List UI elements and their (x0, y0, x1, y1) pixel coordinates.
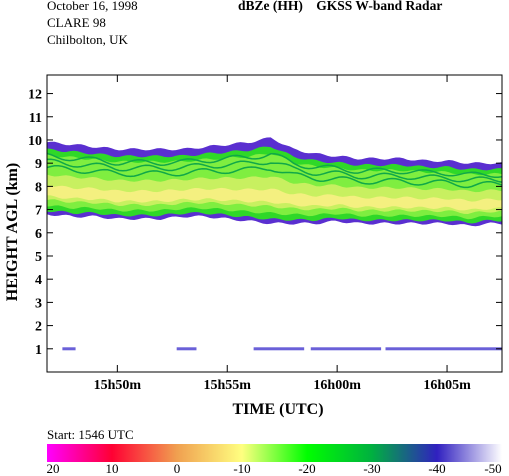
colorbar-ticks: 20 10 0 -10 -20 -30 -40 -50 (0, 462, 509, 476)
echo-streak (47, 164, 502, 189)
colorbar (47, 444, 502, 462)
low-echo-segment (176, 347, 197, 351)
x-axis-label: TIME (UTC) (232, 401, 323, 418)
cloud-echo (47, 137, 502, 227)
y-tick-label: 2 (35, 320, 42, 335)
low-echo-segment (253, 347, 305, 351)
echo-streak (47, 158, 502, 183)
x-axis: 15h50m 15h55m 16h00m 16h05m (94, 75, 471, 393)
y-tick-label: 12 (28, 88, 42, 103)
campaign-label: CLARE 98 (47, 15, 106, 30)
date-label: October 16, 1998 (47, 0, 138, 13)
colorbar-tick-label: -20 (298, 461, 316, 476)
low-echo-segment (62, 347, 76, 351)
y-tick-label: 1 (35, 343, 42, 358)
low-level-echo (62, 347, 502, 351)
y-tick-label: 3 (35, 296, 42, 311)
start-time-label: Start: 1546 UTC (47, 427, 134, 442)
colorbar-tick-label: -40 (428, 461, 446, 476)
y-tick-label: 11 (29, 111, 42, 126)
y-tick-label: 8 (35, 180, 42, 195)
colorbar-tick-label: 10 (105, 461, 119, 476)
colorbar-tick-label: -50 (484, 461, 502, 476)
x-tick-label: 15h50m (94, 378, 142, 393)
colorbar-tick-label: -10 (233, 461, 251, 476)
quantity-label: dBZe (HH) (238, 0, 303, 13)
band-yellow-core (47, 185, 502, 211)
colorbar-tick-label: 0 (173, 461, 181, 476)
y-tick-label: 10 (28, 134, 42, 149)
plot-frame (46, 74, 503, 373)
y-axis-label: HEIGHT AGL (km) (4, 163, 21, 301)
y-tick-label: 9 (35, 157, 42, 172)
y-tick-label: 7 (35, 204, 42, 219)
y-tick-label: 4 (35, 273, 42, 288)
x-tick-label: 16h00m (313, 378, 361, 393)
x-tick-label: 15h55m (204, 378, 252, 393)
y-tick-label: 6 (35, 227, 42, 242)
colorbar-tick-label: -30 (363, 461, 381, 476)
low-echo-segment (310, 347, 382, 351)
x-tick-label: 16h05m (423, 378, 471, 393)
echo-streak (47, 152, 502, 179)
instrument-label: GKSS W-band Radar (316, 0, 443, 13)
low-echo-segment (385, 347, 502, 351)
colorbar-tick-label: 20 (46, 461, 60, 476)
y-tick-label: 5 (35, 250, 42, 265)
location-label: Chilbolton, UK (47, 32, 128, 47)
